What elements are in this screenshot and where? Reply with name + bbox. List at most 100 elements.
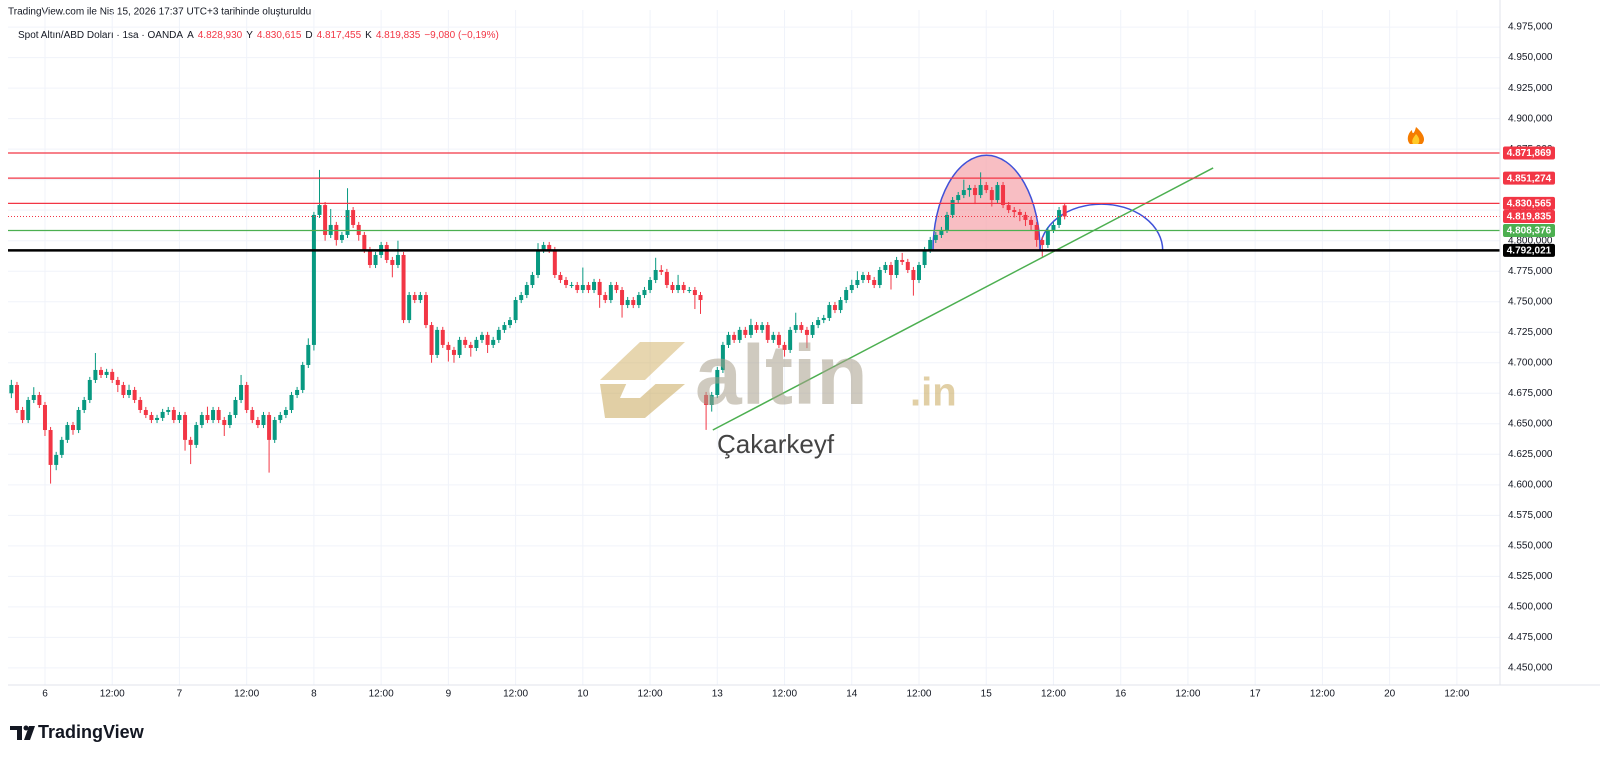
candle-body [261, 415, 266, 426]
price-label-box [1503, 171, 1555, 185]
candle-body [754, 325, 759, 330]
candle-body [967, 187, 972, 191]
y-tick-label: 4.725,000 [1508, 327, 1553, 338]
candle-body [989, 190, 994, 201]
tradingview-logo: TradingView [10, 722, 145, 742]
candle-body [418, 295, 423, 301]
candle-body [250, 409, 255, 421]
candle-body [916, 264, 921, 280]
y-tick-label: 4.750,000 [1508, 296, 1553, 307]
candle-body [625, 300, 630, 306]
candle-body [838, 300, 843, 311]
candle-body [928, 239, 933, 250]
candle-body [407, 295, 412, 321]
legend-title: Spot Altın/ABD Doları · 1sa · OANDA [18, 30, 183, 41]
candle-body [70, 425, 75, 431]
candle-body [317, 205, 322, 215]
logo-mark [10, 726, 22, 740]
arc-pattern [1039, 203, 1164, 252]
candle-body [267, 415, 272, 440]
candle-body [676, 285, 681, 291]
candle-body [1057, 210, 1062, 225]
x-tick-label: 12:00 [1041, 689, 1066, 700]
price-label-box [1503, 223, 1555, 237]
candle-body [1029, 219, 1034, 225]
price-label-box [1503, 196, 1555, 210]
y-tick-label: 4.775,000 [1508, 266, 1553, 277]
y-tick-label: 4.900,000 [1508, 113, 1553, 124]
price-label: 4.792,021 [1507, 246, 1552, 257]
candle-body [961, 190, 966, 196]
candle-body [42, 404, 47, 431]
candle-body [1012, 210, 1017, 213]
candle-body [883, 264, 888, 270]
candle-body [620, 290, 625, 306]
legend-ohlc-key: A [187, 30, 194, 41]
candle-body [866, 274, 871, 280]
x-tick-label: 8 [311, 689, 317, 700]
created-note: TradingView.com ile Nis 15, 2026 17:37 U… [8, 7, 311, 18]
logo-mark [23, 725, 29, 731]
candle-body [978, 185, 983, 196]
candle-body [530, 274, 535, 286]
candle-body [351, 210, 356, 225]
x-tick-label: 20 [1384, 689, 1396, 700]
legend-ohlc-value: 4.830,615 [257, 30, 302, 41]
y-tick-label: 4.500,000 [1508, 602, 1553, 613]
candle-body [1051, 224, 1056, 230]
candle-body [737, 329, 742, 340]
watermark-logo [600, 342, 685, 380]
candle-body [496, 329, 501, 340]
candle-body [155, 417, 160, 421]
trendline [712, 167, 1214, 431]
legend-change: −9,080 (−0,19%) [424, 30, 499, 41]
candle-body [300, 364, 305, 390]
candle-body [227, 415, 232, 426]
y-tick-label: 4.800,000 [1508, 235, 1553, 246]
candle-body [894, 259, 899, 275]
legend: Spot Altın/ABD Doları · 1sa · OANDA A 4.82… [18, 30, 499, 41]
candle-body [704, 394, 709, 405]
candle-body [451, 349, 456, 355]
candle-body [995, 185, 1000, 201]
candle-body [295, 389, 300, 395]
y-tick-label: 4.475,000 [1508, 632, 1553, 643]
y-tick-label: 4.600,000 [1508, 479, 1553, 490]
x-tick-label: 12:00 [1310, 689, 1335, 700]
candle-body [950, 200, 955, 215]
x-tick-label: 10 [577, 689, 589, 700]
price-label: 4.851,274 [1507, 173, 1552, 184]
candle-body [222, 420, 227, 426]
x-tick-label: 12:00 [772, 689, 797, 700]
candle-body [1001, 185, 1006, 206]
candle-body [194, 425, 199, 445]
author: Çakarkeyf [717, 429, 835, 459]
candle-body [552, 249, 557, 275]
candle-body [799, 325, 804, 330]
x-tick-label: 12:00 [1444, 689, 1469, 700]
price-label: 4.819,835 [1507, 212, 1552, 223]
y-tick-label: 4.525,000 [1508, 571, 1553, 582]
candle-body [709, 394, 714, 405]
x-tick-label: 12:00 [906, 689, 931, 700]
legend-ohlc-key: Y [246, 30, 253, 41]
candle-body [311, 214, 316, 345]
candle-body [832, 305, 837, 311]
candle-body [933, 234, 938, 240]
candle-body [782, 344, 787, 350]
candle-body [76, 409, 81, 431]
y-tick-label: 4.625,000 [1508, 449, 1553, 460]
y-tick-label: 4.650,000 [1508, 418, 1553, 429]
price-label-box [1503, 243, 1555, 257]
candle-body [390, 259, 395, 265]
candle-body [536, 249, 541, 275]
candle-body [59, 439, 64, 455]
candle-body [648, 280, 653, 291]
y-tick-label: 4.950,000 [1508, 52, 1553, 63]
candle-body [810, 325, 815, 335]
candle-body [205, 415, 210, 421]
candle-body [905, 261, 910, 270]
legend-ohlc-value: 4.828,930 [198, 30, 243, 41]
candle-body [339, 234, 344, 240]
